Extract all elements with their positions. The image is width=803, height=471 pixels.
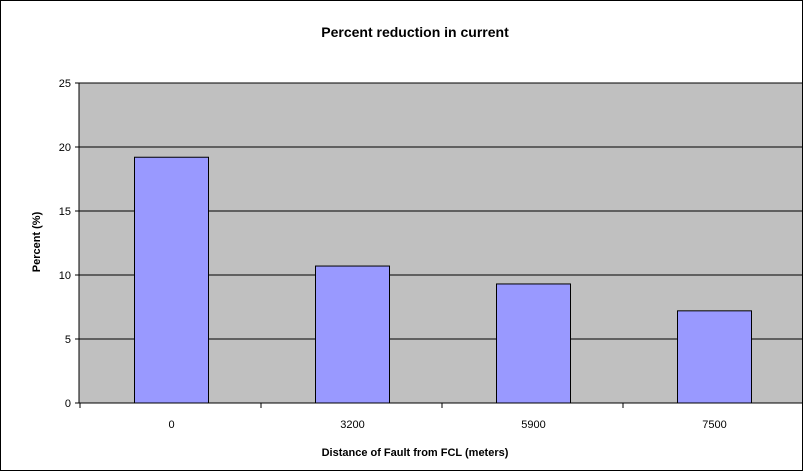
x-tick-labels: 0 3200 5900 7500 — [168, 419, 726, 431]
y-axis-label: Percent (%) — [31, 211, 43, 272]
y-tick-label: 10 — [59, 270, 71, 282]
bar-0 — [134, 156, 209, 404]
x-tick-label: 7500 — [702, 419, 726, 431]
bar-3200 — [315, 265, 390, 404]
x-tick-label: 3200 — [340, 419, 364, 431]
x-tick-label: 0 — [168, 419, 174, 431]
chart-title: Percent reduction in current — [321, 24, 509, 40]
y-tick-label: 15 — [59, 206, 71, 218]
bar-5900 — [496, 283, 571, 404]
y-tick-label: 5 — [65, 334, 71, 346]
y-tick-label: 25 — [59, 78, 71, 90]
x-tick-label: 5900 — [521, 419, 545, 431]
y-tick-labels: 0 5 10 15 20 25 — [59, 78, 71, 410]
y-tick-label: 0 — [65, 398, 71, 410]
axes — [78, 83, 802, 408]
x-axis-label: Distance of Fault from FCL (meters) — [322, 447, 509, 459]
y-tick-label: 20 — [59, 142, 71, 154]
bars — [134, 156, 752, 404]
bar-7500 — [677, 310, 752, 404]
